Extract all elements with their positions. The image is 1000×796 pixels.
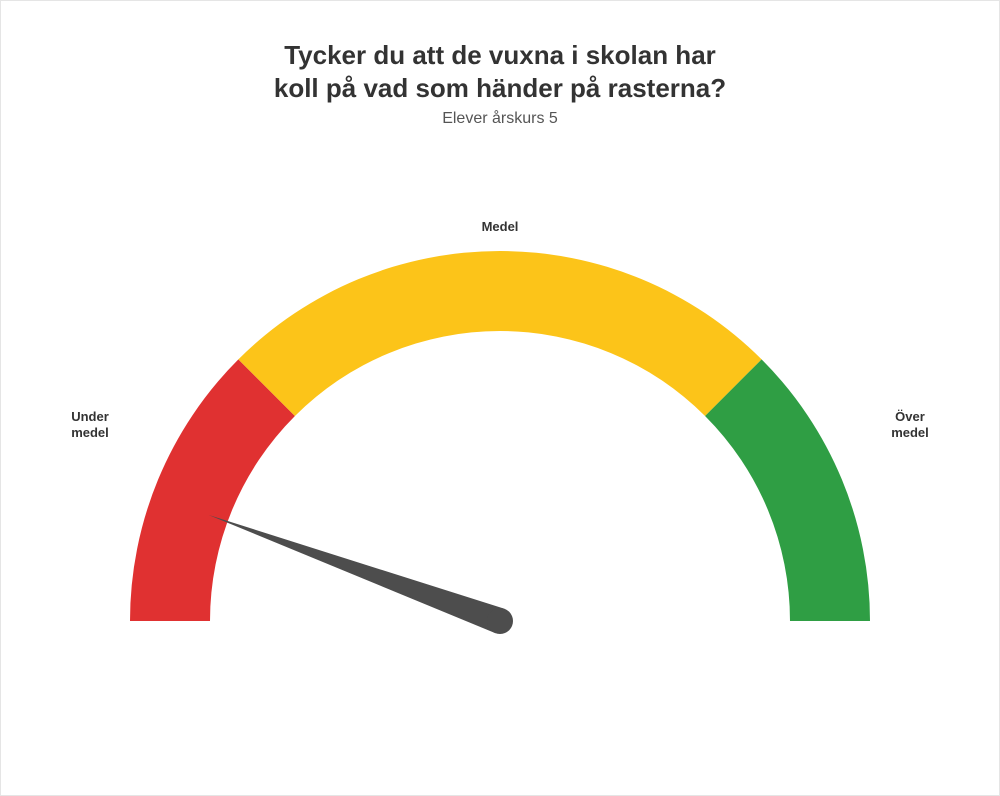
gauge-label-2: Över <box>895 409 925 424</box>
gauge-label-2-line2: medel <box>891 425 929 440</box>
chart-frame: Tycker du att de vuxna i skolan har koll… <box>0 0 1000 796</box>
gauge-svg: UndermedelMedelÖvermedel <box>50 171 950 731</box>
gauge-needle <box>209 515 505 633</box>
title-block: Tycker du att de vuxna i skolan har koll… <box>1 39 999 128</box>
gauge-chart: UndermedelMedelÖvermedel <box>50 171 950 736</box>
chart-title: Tycker du att de vuxna i skolan har koll… <box>1 39 999 104</box>
gauge-label-0-line2: medel <box>71 425 109 440</box>
chart-subtitle: Elever årskurs 5 <box>1 110 999 128</box>
gauge-segment-2 <box>705 359 870 621</box>
title-line-2: koll på vad som händer på rasterna? <box>274 73 726 103</box>
gauge-label-1: Medel <box>482 219 519 234</box>
gauge-label-0: Under <box>71 409 109 424</box>
gauge-segment-0 <box>130 359 295 621</box>
gauge-needle-hub <box>487 608 513 634</box>
title-line-1: Tycker du att de vuxna i skolan har <box>284 40 716 70</box>
gauge-segment-1 <box>238 251 761 416</box>
